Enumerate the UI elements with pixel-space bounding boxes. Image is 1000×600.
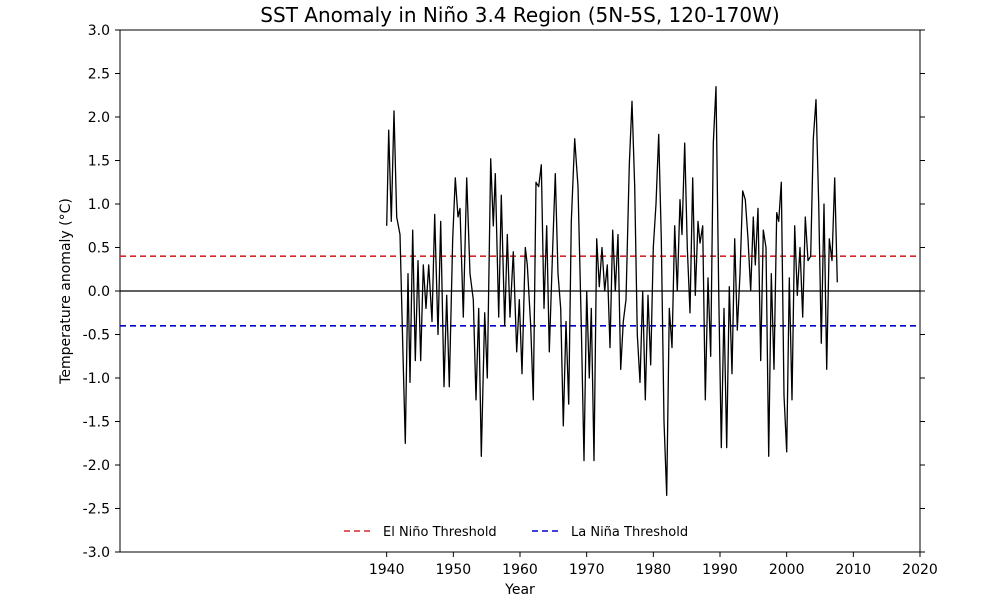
y-tick-label: 0.5 <box>88 241 110 257</box>
y-tick-label: 2.0 <box>88 110 110 126</box>
x-tick-label: 1960 <box>502 562 538 578</box>
x-tick-label: 1950 <box>436 562 472 578</box>
x-axis-label: Year <box>504 582 535 598</box>
y-tick-label: -2.5 <box>83 502 110 518</box>
x-tick-label: 1980 <box>636 562 672 578</box>
y-tick-label: -1.5 <box>83 415 110 431</box>
x-tick-label: 1940 <box>369 562 405 578</box>
legend: El Niño Threshold La Niña Threshold <box>344 525 688 540</box>
legend-label: El Niño Threshold <box>383 525 497 540</box>
y-tick-label: -0.5 <box>83 328 110 344</box>
y-tick-label: 0.0 <box>88 284 110 300</box>
y-axis-label: Temperature anomaly (°C) <box>58 198 74 385</box>
x-tick-label: 2000 <box>769 562 805 578</box>
x-tick-label: 1990 <box>702 562 738 578</box>
legend-label: La Niña Threshold <box>571 525 688 540</box>
plot-area: 3.0 2.5 2.0 1.5 1.0 0.5 0.0 -0.5 -1.0 -1.5 -2.0 -2.… <box>83 23 938 578</box>
y-tick-label: 3.0 <box>88 23 110 39</box>
y-tick-label: -2.0 <box>83 458 110 474</box>
y-tick-label: 1.0 <box>88 197 110 213</box>
y-tick-label: -3.0 <box>83 545 110 561</box>
y-tick-label: -1.0 <box>83 371 110 387</box>
y-tick-label: 2.5 <box>88 67 110 83</box>
x-tick-label: 2010 <box>836 562 872 578</box>
x-tick-label: 1970 <box>569 562 605 578</box>
x-tick-label: 2020 <box>902 562 938 578</box>
sst-anomaly-line <box>386 85 838 497</box>
y-tick-label: 1.5 <box>88 154 110 170</box>
chart-title: SST Anomaly in Niño 3.4 Region (5N-5S, 1… <box>260 3 779 27</box>
